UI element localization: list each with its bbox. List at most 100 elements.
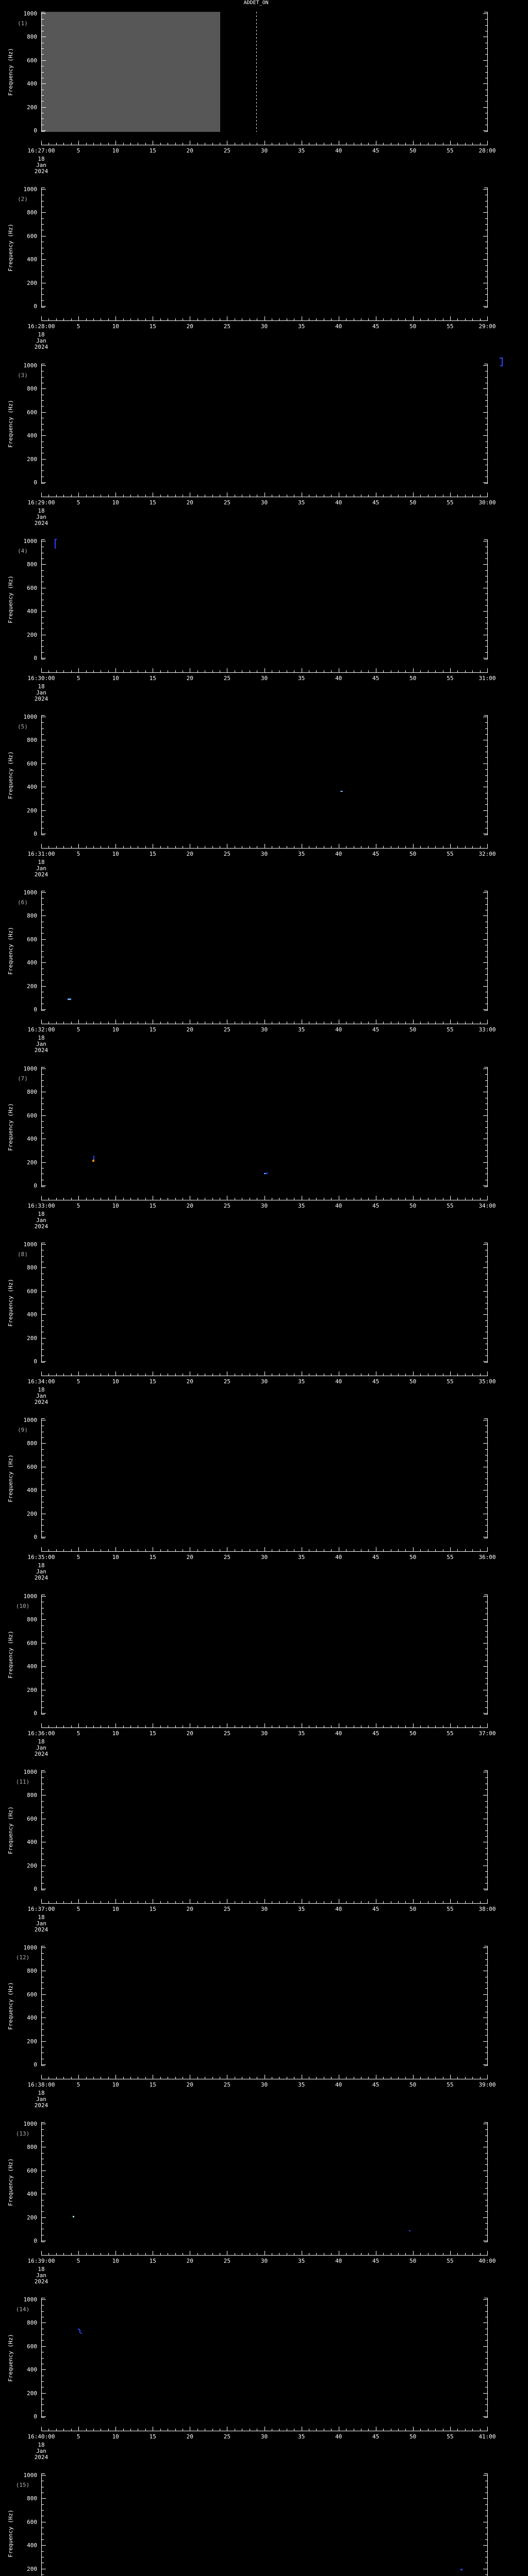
x-minor-tick [86, 1549, 87, 1551]
x-minor-tick [108, 846, 109, 848]
x-minor-tick [175, 1022, 176, 1024]
y-tick-label: 0 [34, 2238, 37, 2244]
x-minor-tick [316, 143, 317, 145]
x-tick-label: 50 [409, 1906, 417, 1912]
y-tick-label: 200 [27, 279, 37, 286]
x-tick-label: 40 [335, 1026, 342, 1033]
x-minor-tick [71, 1549, 72, 1551]
y-major-tick [42, 1185, 46, 1186]
x-minor-tick [331, 2429, 332, 2431]
x-tick-label: 10 [112, 1554, 119, 1561]
y-minor-tick [42, 2504, 44, 2505]
y-minor-tick [42, 2141, 44, 2142]
y-minor-tick [485, 1507, 487, 1509]
x-tick-label: 55 [447, 499, 454, 506]
y-major-tick [483, 564, 487, 565]
y-major-tick [42, 1443, 46, 1444]
y-minor-tick [42, 1320, 44, 1321]
x-minor-tick [435, 143, 436, 145]
y-minor-tick [42, 1127, 44, 1128]
y-minor-tick [42, 1150, 44, 1151]
x-tick-label: 10 [112, 1906, 119, 1912]
x-minor-tick [56, 670, 57, 672]
y-minor-tick [485, 1256, 487, 1257]
y-major-tick [42, 2369, 46, 2370]
x-major-tick [412, 2427, 414, 2431]
x-minor-tick [175, 2253, 176, 2255]
y-major-tick [42, 107, 46, 108]
x-tick-label: 40 [335, 1906, 342, 1912]
x-major-tick [487, 1020, 488, 1024]
y-minor-tick [42, 1496, 44, 1497]
x-minor-tick [93, 846, 94, 848]
y-major-tick [42, 939, 46, 940]
x-tick-label: 20 [186, 2258, 193, 2264]
x-tick-label: 5 [76, 323, 80, 330]
y-axis-cap [484, 1010, 488, 1011]
x-end-label: 37:00 [478, 1730, 496, 1737]
date-label: Jan [36, 337, 46, 344]
x-minor-tick [130, 1374, 131, 1376]
x-minor-tick [48, 846, 50, 848]
x-minor-tick [160, 1549, 161, 1551]
x-minor-tick [316, 1901, 317, 1903]
x-minor-tick [71, 846, 72, 848]
y-tick-label: 0 [34, 2413, 37, 2420]
y-tick-label: 400 [27, 1311, 37, 1318]
y-minor-tick [485, 1086, 487, 1087]
x-tick-label: 40 [335, 1378, 342, 1385]
x-axis [41, 1727, 488, 1728]
x-major-tick [487, 2075, 488, 2079]
x-major-tick [41, 1196, 42, 1200]
y-axis-right [487, 539, 488, 659]
y-minor-tick [485, 224, 487, 225]
x-tick-label: 5 [76, 2258, 80, 2264]
y-major-tick [483, 2416, 487, 2417]
x-minor-tick [465, 1901, 466, 1903]
date-label: Jan [36, 2272, 46, 2279]
x-minor-tick [48, 2429, 50, 2431]
x-minor-tick [472, 143, 473, 145]
y-minor-tick [485, 757, 487, 758]
x-minor-tick [123, 1725, 124, 1727]
y-minor-tick [42, 2000, 44, 2001]
x-minor-tick [368, 1901, 369, 1903]
y-major-tick [42, 810, 46, 811]
y-minor-tick [42, 2182, 44, 2183]
x-minor-tick [56, 1022, 57, 1024]
y-axis-cap [41, 2065, 45, 2066]
x-minor-tick [383, 2429, 384, 2431]
x-major-tick [41, 1371, 42, 1376]
x-minor-tick [398, 143, 399, 145]
x-end-label: 34:00 [478, 1202, 496, 1209]
y-minor-tick [485, 617, 487, 618]
detection-mark [264, 1173, 265, 1174]
x-minor-tick [160, 1901, 161, 1903]
x-end-label: 36:00 [478, 1554, 496, 1561]
y-tick-label: 600 [27, 1463, 37, 1470]
x-minor-tick [86, 143, 87, 145]
x-minor-tick [420, 1022, 421, 1024]
x-tick-label: 5 [76, 499, 80, 506]
x-major-tick [78, 1196, 79, 1200]
x-minor-tick [383, 2077, 384, 2079]
y-minor-tick [485, 2504, 487, 2505]
date-label: 2024 [34, 344, 48, 350]
x-minor-tick [316, 1198, 317, 1200]
x-minor-tick [130, 1725, 131, 1727]
x-minor-tick [48, 1725, 50, 1727]
panel-number-label: (12) [15, 1954, 30, 1961]
y-major-tick [42, 459, 46, 460]
y-axis-left [41, 188, 42, 308]
x-minor-tick [480, 1374, 481, 1376]
x-minor-tick [398, 1549, 399, 1551]
x-minor-tick [93, 143, 94, 145]
y-major-tick [42, 1162, 46, 1163]
x-minor-tick [56, 846, 57, 848]
detection-mark [460, 2569, 463, 2570]
spectrogram-panel: 0 200 400 600 800 1000 16:39:00 5 10 15 20 25 30 35 40… [0, 2110, 528, 2286]
x-tick-label: 20 [186, 1026, 193, 1033]
y-minor-tick [42, 933, 44, 934]
date-label: 18 [38, 331, 45, 338]
y-major-tick [483, 1619, 487, 1620]
